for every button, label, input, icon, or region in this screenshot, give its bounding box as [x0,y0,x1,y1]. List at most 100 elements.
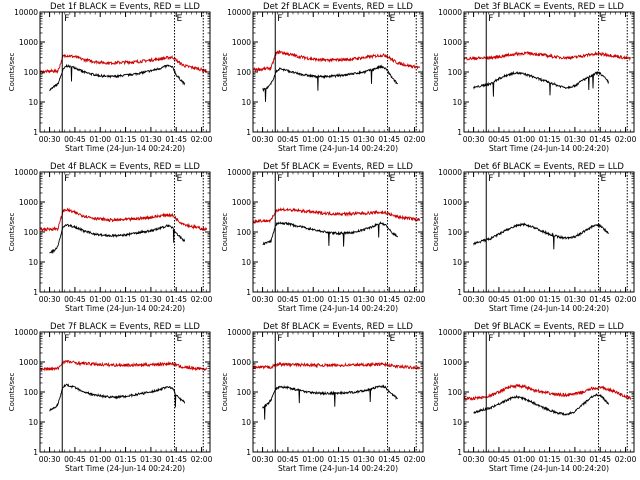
x-tick-label: 01:15 [115,135,137,144]
panel-det-7: Det 7f BLACK = Events, RED = LLD 1 10 100 10… [8,322,213,473]
x-tick-label: 01:45 [165,455,187,464]
x-tick-label: 00:45 [277,295,299,304]
x-tick-label: 01:45 [589,135,611,144]
y-tick-label: 100 [24,228,39,237]
x-tick-label: 01:15 [539,295,561,304]
series-events [262,384,398,420]
panel-title: Det 2f BLACK = Events, RED = LLD [263,2,413,12]
x-tick-label: 01:15 [115,455,137,464]
start-marker-label: F [488,14,493,24]
y-tick-label: 1 [246,288,251,297]
x-tick-label: 00:30 [39,455,61,464]
x-axis-label: Start Time (24-Jun-14 00:24:20) [278,304,398,313]
y-tick-label: 10 [28,418,38,427]
series-lld [253,49,421,73]
x-tick-label: 01:30 [140,455,162,464]
y-axis-label: Counts/sec [8,53,16,92]
x-tick-label: 01:15 [328,455,350,464]
x-tick-label: 01:00 [302,455,324,464]
panel-title: Det 3f BLACK = Events, RED = LLD [474,2,624,12]
y-tick-label: 10 [452,258,462,267]
x-tick-label: 00:30 [252,135,274,144]
y-tick-label: 10 [28,98,38,107]
plot-frame [463,171,635,293]
x-tick-label: 02:00 [191,135,213,144]
y-tick-label: 10000 [14,168,38,177]
x-axis-label: Start Time (24-Jun-14 00:24:20) [489,144,609,153]
series-events [473,222,609,250]
series-lld [252,361,421,370]
series-events [49,63,186,92]
y-tick-label: 10 [452,418,462,427]
x-tick-label: 01:30 [353,295,375,304]
x-tick-label: 00:45 [277,135,299,144]
y-axis-label: Counts/sec [432,373,440,412]
y-tick-label: 1 [457,288,462,297]
start-marker-label: F [64,174,69,184]
panel-det-4: Det 4f BLACK = Events, RED = LLD 1 10 100 10… [8,162,213,313]
y-tick-label: 100 [237,68,252,77]
series-events [262,64,399,102]
start-marker-label: F [64,334,69,344]
end-marker-label: E [177,334,183,344]
x-tick-label: 01:00 [89,295,111,304]
x-tick-label: 00:30 [39,295,61,304]
x-tick-label: 01:45 [165,295,187,304]
x-axis-label: Start Time (24-Jun-14 00:24:20) [65,144,185,153]
x-tick-label: 02:00 [191,455,213,464]
x-axis-label: Start Time (24-Jun-14 00:24:20) [489,464,609,473]
y-tick-label: 1000 [443,38,462,47]
x-tick-label: 01:30 [140,295,162,304]
series-lld [463,383,632,402]
start-marker-label: F [277,334,282,344]
y-axis-label: Counts/sec [221,373,229,412]
x-axis-label: Start Time (24-Jun-14 00:24:20) [278,464,398,473]
x-tick-label: 01:15 [539,455,561,464]
y-tick-label: 10000 [438,8,462,17]
y-tick-label: 10000 [227,328,251,337]
x-tick-label: 01:45 [378,455,400,464]
series-events [49,223,186,255]
y-tick-label: 100 [24,68,39,77]
y-tick-label: 1 [457,128,462,137]
y-tick-label: 10000 [14,8,38,17]
x-tick-label: 01:00 [302,295,324,304]
plot-frame [39,11,211,133]
panel-det-6: Det 6f BLACK = Events, RED = LLD 1 10 100 10… [432,162,637,313]
x-tick-label: 01:30 [353,455,375,464]
y-axis-label: Counts/sec [8,373,16,412]
x-axis-label: Start Time (24-Jun-14 00:24:20) [65,304,185,313]
x-tick-label: 02:00 [191,295,213,304]
y-tick-label: 10 [241,258,251,267]
x-tick-label: 01:15 [115,295,137,304]
x-tick-label: 00:45 [277,455,299,464]
x-axis-label: Start Time (24-Jun-14 00:24:20) [489,304,609,313]
y-tick-label: 100 [237,228,252,237]
series-events [473,70,610,97]
y-tick-label: 1000 [19,358,38,367]
plot-frame [252,11,424,133]
y-tick-label: 1 [33,128,38,137]
start-marker-label: F [488,334,493,344]
y-tick-label: 100 [448,388,463,397]
x-tick-label: 01:00 [513,455,535,464]
y-axis-label: Counts/sec [221,53,229,92]
panel-det-9: Det 9f BLACK = Events, RED = LLD 1 10 100 10… [432,322,637,473]
end-marker-label: E [601,334,607,344]
y-tick-label: 1 [33,288,38,297]
panel-title: Det 8f BLACK = Events, RED = LLD [263,322,413,332]
series-events [473,393,610,417]
y-tick-label: 1 [457,448,462,457]
y-tick-label: 10 [452,98,462,107]
x-tick-label: 02:00 [404,135,426,144]
x-tick-label: 01:30 [564,455,586,464]
y-axis-label: Counts/sec [432,53,440,92]
x-tick-label: 01:45 [165,135,187,144]
y-tick-label: 1 [246,448,251,457]
x-tick-label: 01:00 [89,455,111,464]
x-tick-label: 02:00 [615,455,637,464]
end-marker-label: E [601,174,607,184]
x-axis-label: Start Time (24-Jun-14 00:24:20) [278,144,398,153]
end-marker-label: E [177,14,183,24]
y-axis-label: Counts/sec [8,213,16,252]
